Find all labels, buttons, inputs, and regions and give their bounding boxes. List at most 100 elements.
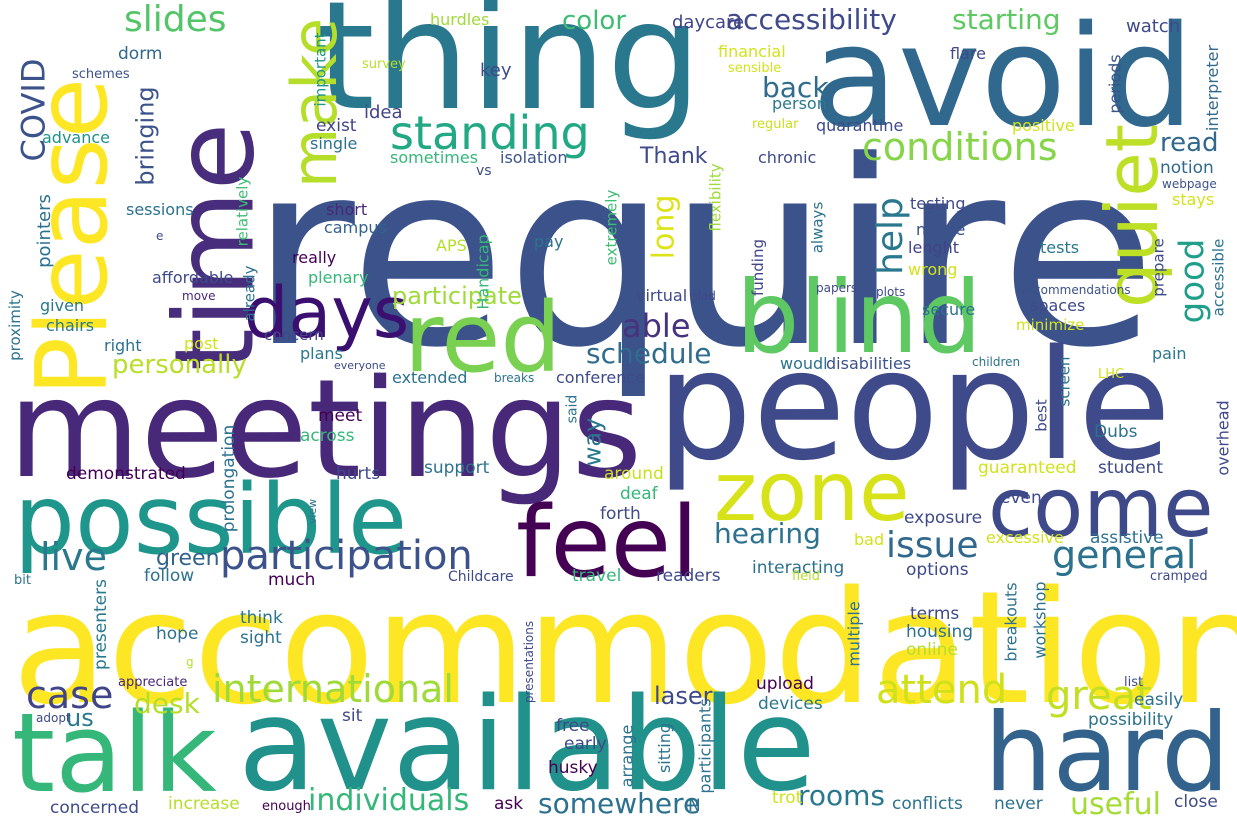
word-relatively: relatively <box>233 176 252 247</box>
word-financial: financial <box>718 42 786 61</box>
word-n: N <box>688 796 701 816</box>
word-possibility: possibility <box>1088 710 1174 730</box>
word-desk: desk <box>134 687 200 720</box>
word-think: think <box>240 608 283 628</box>
word-survey: survey <box>362 57 406 72</box>
word-increase: increase <box>168 794 240 814</box>
word-starting: starting <box>952 3 1061 36</box>
word-sitting: sitting <box>655 722 675 774</box>
word-papers: papers <box>816 281 858 295</box>
word-thank: Thank <box>640 144 708 169</box>
word-read: read <box>1160 128 1219 158</box>
word-follow: follow <box>144 566 195 586</box>
word-close: close <box>1174 792 1218 812</box>
word-lhc: LHC <box>1098 367 1125 382</box>
word-hope: hope <box>156 624 199 644</box>
word-standing: standing <box>390 106 590 160</box>
word-periods: periods <box>1105 54 1125 114</box>
word-pay: pay <box>534 232 564 251</box>
word-list: list <box>1124 675 1144 690</box>
word-rooms: rooms <box>798 779 886 812</box>
word-support: support <box>424 458 490 478</box>
word-hearing: hearing <box>714 517 821 550</box>
word-way: way <box>578 417 607 467</box>
word-virtual: virtual <box>636 286 688 305</box>
word-student: student <box>1098 458 1163 478</box>
word-arrange: arrange <box>617 724 637 788</box>
word-talk: talk <box>12 689 217 817</box>
word-thing: thing <box>316 0 702 144</box>
word-personally: personally <box>112 350 247 380</box>
word-dorm: dorm <box>118 44 163 64</box>
word-spaces: spaces <box>1030 296 1086 315</box>
word-regular: regular <box>752 117 799 132</box>
word-childcare: Childcare <box>448 569 514 585</box>
word-blind: blind <box>736 259 982 376</box>
word-plans: plans <box>300 344 343 363</box>
word-options: options <box>906 560 969 580</box>
word-tests: tests <box>1040 238 1080 257</box>
word-secure: secure <box>922 300 976 319</box>
word-us: us <box>66 704 94 732</box>
word-adopt: adopt <box>36 711 71 725</box>
word-minimize: minimize <box>1016 316 1085 334</box>
word-interpreter: interpreter <box>1203 44 1223 132</box>
word-conflicts: conflicts <box>892 794 963 814</box>
word-isolation: isolation <box>500 148 568 167</box>
word-bad: bad <box>854 530 885 549</box>
word-live: live <box>40 535 107 579</box>
word-sometimes: sometimes <box>390 148 479 167</box>
word-pain: pain <box>1152 344 1187 363</box>
word-avoid: avoid <box>812 0 1195 159</box>
word-funding: funding <box>749 238 768 297</box>
word-wrong: wrong <box>908 260 958 279</box>
word-key: key <box>480 60 512 81</box>
word-chronic: chronic <box>758 148 817 167</box>
word-accessible: accessible <box>1209 238 1228 317</box>
word-flexibility: flexibility <box>706 163 725 232</box>
word-issue: issue <box>886 525 979 566</box>
word-presentations: presentations <box>522 620 537 704</box>
word-housing: housing <box>906 622 974 642</box>
word-enough: enough <box>262 799 311 814</box>
word-across: across <box>300 426 355 446</box>
word-cramped: cramped <box>1150 569 1208 584</box>
word-terms: terms <box>910 604 960 624</box>
word-upload: upload <box>756 674 814 694</box>
word-slides: slides <box>124 0 227 40</box>
word-children: children <box>972 355 1021 369</box>
word-husky: husky <box>548 758 598 778</box>
word-multiple: multiple <box>844 601 864 667</box>
word-woudl: woudl <box>780 354 828 373</box>
word-presenters: presenters <box>90 579 111 670</box>
word-hurdles: hurdles <box>430 10 490 29</box>
word-travel: travel <box>572 566 622 586</box>
word-breakouts: breakouts <box>1001 582 1021 662</box>
word-webpage: webpage <box>1162 177 1217 191</box>
word-great: great <box>1046 673 1152 719</box>
word-prolongation: prolongation <box>219 424 240 533</box>
word-useful: useful <box>1070 787 1162 822</box>
word-said: said <box>564 394 581 424</box>
word-good: good <box>1172 238 1213 324</box>
word-glad: glad <box>690 289 716 303</box>
word-right: right <box>104 336 142 355</box>
word-available: available <box>238 671 816 820</box>
word-already: already <box>240 265 259 322</box>
word-hard: hard <box>984 691 1230 816</box>
word-everyone: everyone <box>334 359 386 372</box>
word-case: case <box>26 673 114 717</box>
word-prepare: prepare <box>1149 238 1168 297</box>
word-sessions: sessions <box>126 200 194 219</box>
word-never: never <box>994 794 1043 814</box>
word-much: much <box>268 570 316 590</box>
word-free: free <box>556 716 590 736</box>
word-conference: conference <box>556 368 646 387</box>
word-trot: trot <box>772 788 803 808</box>
word-daycare: daycare <box>672 12 745 33</box>
word-breaks: breaks <box>494 371 535 385</box>
word-given: given <box>40 296 85 315</box>
word-short: short <box>326 200 368 219</box>
word-schedule: schedule <box>586 337 712 370</box>
